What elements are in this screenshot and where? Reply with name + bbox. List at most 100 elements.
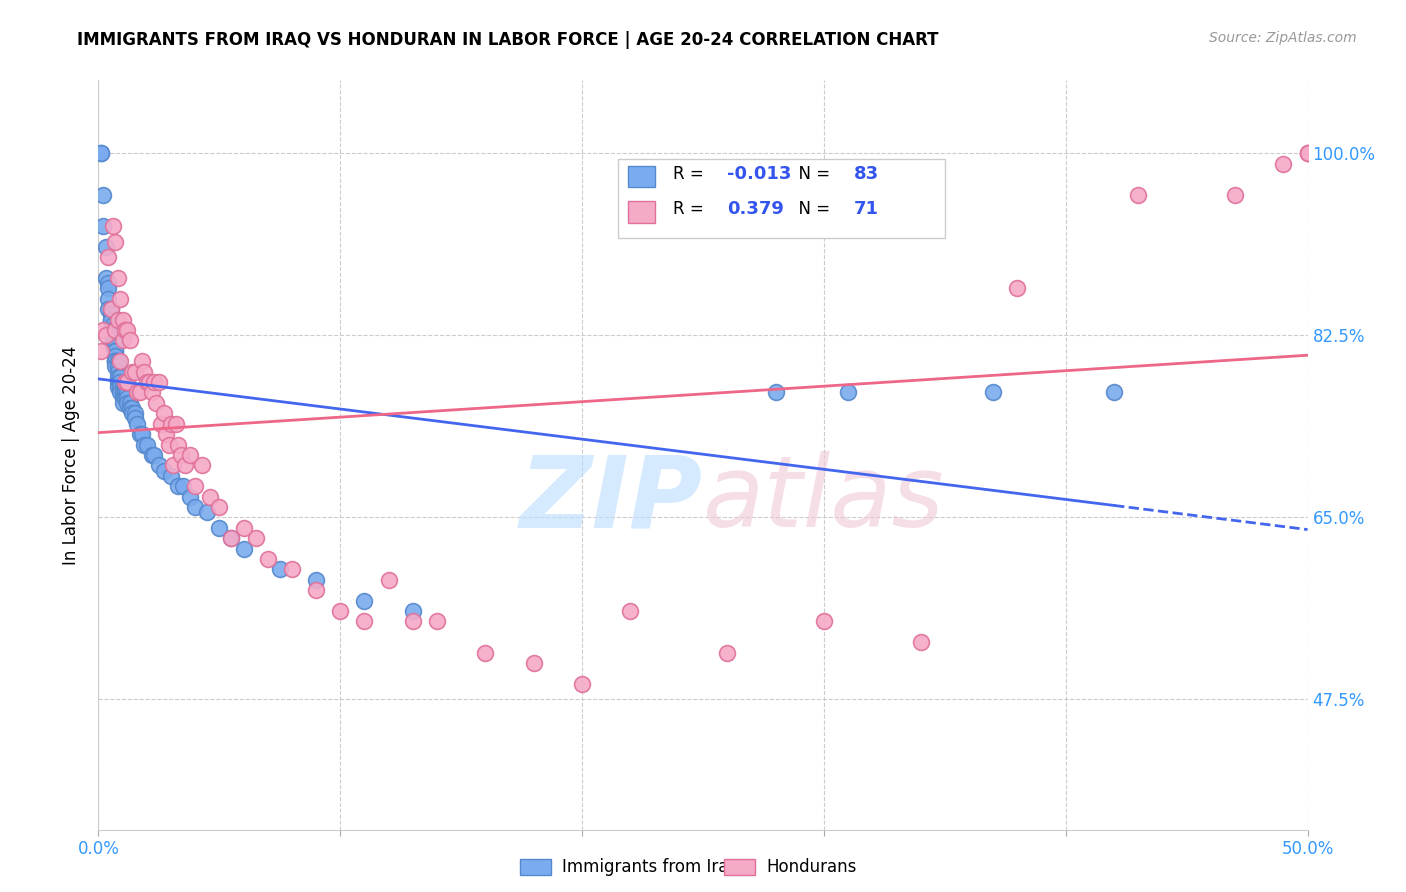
Point bbox=[107, 380, 129, 394]
Point bbox=[107, 370, 129, 384]
Point bbox=[104, 339, 127, 353]
Point bbox=[131, 427, 153, 442]
Point bbox=[221, 531, 243, 545]
Point bbox=[256, 552, 278, 566]
Point bbox=[114, 385, 136, 400]
Point bbox=[108, 292, 131, 306]
Text: Hondurans: Hondurans bbox=[766, 858, 856, 876]
Point bbox=[1296, 146, 1319, 161]
Text: 71: 71 bbox=[855, 200, 879, 219]
Point bbox=[90, 146, 112, 161]
Point bbox=[97, 302, 120, 317]
Point bbox=[124, 411, 146, 425]
Point bbox=[101, 219, 124, 233]
Point bbox=[131, 354, 153, 368]
Point bbox=[571, 677, 593, 691]
Point bbox=[107, 375, 129, 389]
Text: Immigrants from Iraq: Immigrants from Iraq bbox=[562, 858, 740, 876]
Point bbox=[329, 604, 352, 618]
Point bbox=[124, 406, 146, 420]
Point bbox=[174, 458, 197, 473]
Text: R =: R = bbox=[672, 165, 709, 183]
Bar bbox=[628, 202, 655, 223]
Point bbox=[402, 615, 425, 629]
Point bbox=[111, 396, 134, 410]
Point bbox=[1296, 146, 1319, 161]
Point bbox=[117, 391, 139, 405]
Point bbox=[118, 401, 141, 416]
Bar bbox=[628, 166, 655, 187]
Point bbox=[108, 354, 131, 368]
Point bbox=[179, 490, 201, 504]
Point bbox=[195, 505, 218, 519]
Point bbox=[111, 380, 134, 394]
Point bbox=[150, 417, 173, 431]
Point bbox=[111, 391, 134, 405]
Point bbox=[141, 448, 163, 462]
Point bbox=[141, 385, 163, 400]
Point bbox=[90, 146, 112, 161]
Point bbox=[157, 437, 180, 451]
Point bbox=[1223, 187, 1246, 202]
Point bbox=[208, 500, 231, 514]
Point bbox=[97, 292, 120, 306]
Point bbox=[172, 479, 194, 493]
Point bbox=[100, 302, 122, 317]
Point bbox=[104, 323, 127, 337]
Point bbox=[143, 448, 166, 462]
Point bbox=[118, 334, 141, 348]
Point bbox=[138, 375, 160, 389]
Point bbox=[104, 343, 127, 358]
Point bbox=[91, 187, 114, 202]
Text: N =: N = bbox=[787, 200, 835, 219]
Point bbox=[108, 375, 131, 389]
Text: -0.013: -0.013 bbox=[727, 165, 792, 183]
Point bbox=[167, 437, 190, 451]
Point bbox=[91, 323, 114, 337]
Bar bbox=[619, 159, 945, 237]
Point bbox=[474, 646, 496, 660]
Point bbox=[100, 302, 122, 317]
Point bbox=[104, 359, 127, 374]
Point bbox=[1102, 385, 1125, 400]
Point bbox=[716, 646, 738, 660]
Point bbox=[1272, 156, 1295, 170]
Point bbox=[121, 365, 143, 379]
Point bbox=[117, 396, 139, 410]
Point bbox=[104, 235, 127, 249]
Point bbox=[94, 271, 117, 285]
Point bbox=[100, 312, 122, 326]
Point bbox=[111, 334, 134, 348]
Point bbox=[148, 458, 170, 473]
Point bbox=[117, 385, 139, 400]
Point bbox=[208, 521, 231, 535]
Point bbox=[1296, 146, 1319, 161]
Point bbox=[232, 541, 254, 556]
Point bbox=[107, 354, 129, 368]
Point bbox=[191, 458, 214, 473]
Point bbox=[94, 240, 117, 254]
Point bbox=[305, 583, 328, 598]
Point bbox=[162, 458, 184, 473]
Y-axis label: In Labor Force | Age 20-24: In Labor Force | Age 20-24 bbox=[62, 345, 80, 565]
Point bbox=[402, 604, 425, 618]
Point bbox=[160, 417, 183, 431]
Point bbox=[114, 391, 136, 405]
Point bbox=[101, 339, 124, 353]
Point bbox=[837, 385, 859, 400]
Point bbox=[104, 349, 127, 363]
Point bbox=[128, 385, 150, 400]
Point bbox=[910, 635, 932, 649]
Text: 83: 83 bbox=[855, 165, 879, 183]
Point bbox=[145, 396, 167, 410]
Point bbox=[1007, 281, 1029, 295]
Point bbox=[128, 427, 150, 442]
Point bbox=[104, 343, 127, 358]
Point bbox=[104, 354, 127, 368]
Point bbox=[111, 312, 134, 326]
Point bbox=[353, 593, 375, 607]
Point bbox=[305, 573, 328, 587]
Point bbox=[101, 334, 124, 348]
Point bbox=[111, 385, 134, 400]
Point bbox=[107, 312, 129, 326]
